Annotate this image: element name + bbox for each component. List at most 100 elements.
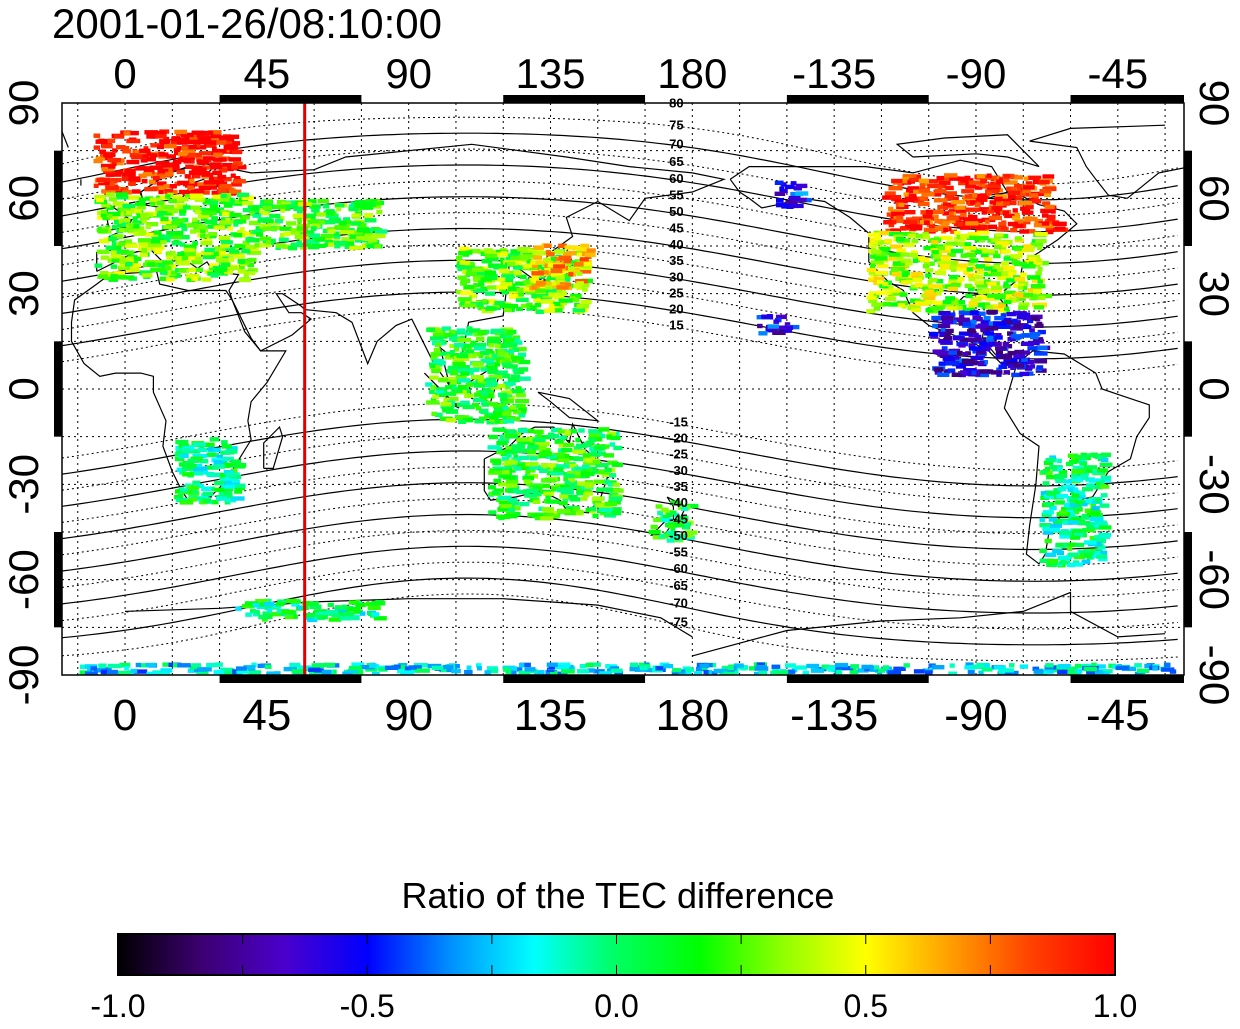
tec-cell — [758, 331, 768, 336]
tec-cell — [960, 212, 967, 218]
tec-cell — [900, 252, 910, 257]
tec-cell — [1039, 189, 1052, 194]
tec-cell — [490, 458, 501, 463]
tec-cell — [520, 248, 531, 254]
tec-cell — [1083, 465, 1098, 470]
tec-cell — [868, 291, 880, 296]
tec-cell — [201, 466, 208, 471]
tec-cell — [159, 195, 170, 200]
tec-cell — [126, 256, 134, 261]
tec-cell — [440, 667, 447, 673]
tec-cell — [263, 602, 275, 607]
tec-cell — [775, 314, 787, 320]
tec-cell — [554, 665, 569, 670]
tec-cell — [964, 252, 976, 258]
tec-cell — [243, 273, 249, 278]
tec-cell — [980, 319, 991, 324]
tec-cell — [581, 464, 590, 470]
tec-cell — [1085, 498, 1092, 503]
tec-cell — [289, 614, 298, 619]
tec-cell — [861, 664, 874, 670]
tec-cell — [785, 200, 798, 205]
tec-cell — [1065, 512, 1076, 517]
tec-cell — [1031, 316, 1039, 321]
tec-cell — [506, 453, 512, 458]
tec-cell — [537, 299, 551, 304]
tec-cell — [1030, 294, 1039, 300]
tec-cell — [532, 437, 546, 443]
tec-cell — [110, 160, 124, 166]
tec-cell — [331, 217, 339, 223]
tec-cell — [484, 670, 491, 675]
tec-cell — [456, 263, 469, 269]
tec-cell — [1021, 210, 1034, 215]
tec-cell — [230, 449, 238, 454]
chart-title: 2001-01-26/08:10:00 — [52, 0, 442, 47]
tec-cell — [120, 218, 131, 223]
frame-bar-bottom — [503, 675, 646, 683]
tec-cell — [519, 428, 528, 433]
tec-cell — [564, 245, 578, 250]
tec-cell — [305, 239, 320, 244]
tec-cell — [1011, 334, 1023, 339]
tec-cell — [176, 467, 187, 472]
tec-cell — [525, 462, 539, 467]
tec-cell — [513, 270, 522, 276]
tec-cell — [570, 478, 575, 483]
tec-cell — [1014, 246, 1022, 252]
tec-cell — [296, 209, 303, 214]
tec-cell — [515, 489, 524, 495]
tec-cell — [475, 342, 487, 348]
tec-cell — [546, 288, 560, 293]
frame-bar-top — [219, 95, 362, 103]
tec-cell — [966, 267, 973, 272]
tec-cell — [113, 275, 126, 280]
tec-cell — [511, 293, 522, 299]
tec-cell — [550, 268, 563, 274]
tec-cell — [1047, 558, 1059, 564]
tec-cell — [164, 189, 174, 194]
tec-cell — [1003, 344, 1013, 349]
tec-cell — [279, 233, 285, 238]
tec-cell — [889, 231, 903, 237]
tec-cell — [146, 157, 156, 162]
tec-cell — [598, 451, 606, 456]
tec-cell — [673, 512, 680, 518]
tec-cell — [1100, 493, 1108, 498]
tec-cell — [1035, 232, 1048, 237]
tec-cell — [101, 144, 113, 149]
tec-cell — [903, 663, 910, 668]
tec-cell — [157, 262, 165, 268]
tec-cell — [954, 205, 966, 210]
tec-cell — [1046, 491, 1061, 496]
tec-cell — [504, 460, 518, 465]
tec-cell — [1040, 669, 1054, 674]
tec-cell — [1014, 236, 1022, 241]
tec-cell — [355, 199, 366, 205]
tec-cell — [996, 367, 1002, 372]
tec-cell — [1034, 359, 1048, 364]
tec-cell — [205, 151, 219, 156]
tec-cell — [1052, 549, 1063, 554]
tec-cell — [959, 314, 965, 320]
tec-cell — [524, 493, 538, 498]
tec-cell — [429, 336, 444, 341]
tec-cell — [187, 153, 197, 158]
tec-cell — [497, 495, 512, 500]
tec-cell — [478, 353, 484, 359]
tec-cell — [351, 213, 361, 218]
tec-cell — [932, 255, 941, 260]
tec-cell — [948, 350, 958, 355]
tec-cell — [433, 347, 441, 353]
tec-cell — [257, 663, 264, 669]
tec-cell — [499, 257, 505, 262]
tec-cell — [962, 308, 974, 313]
tec-cell — [457, 297, 472, 302]
tec-cell — [218, 235, 231, 240]
tec-cell — [159, 270, 168, 275]
tec-cell — [1083, 553, 1093, 558]
contour-line — [62, 593, 1178, 662]
tec-cell — [577, 467, 590, 472]
tec-cell — [1043, 530, 1054, 535]
tec-cell — [989, 288, 1002, 293]
